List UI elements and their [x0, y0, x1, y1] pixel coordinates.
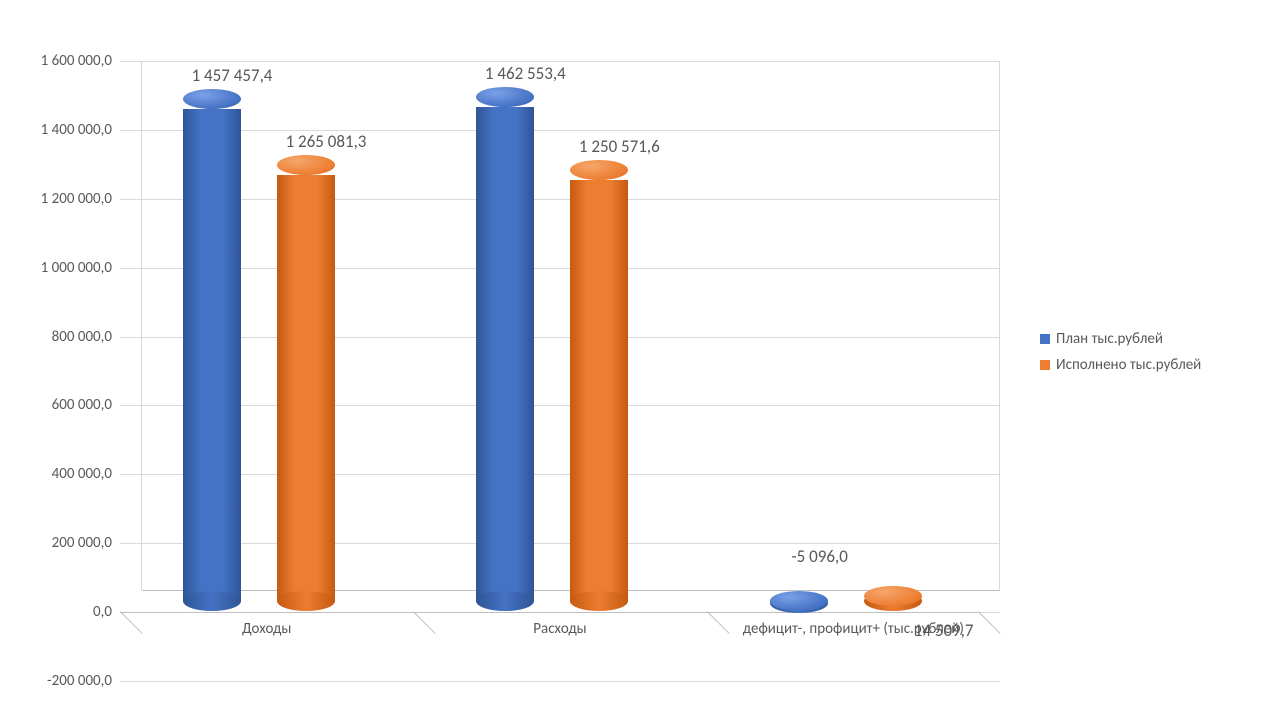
gridline: [120, 543, 1000, 544]
plot-area: -200 000,00,0200 000,0400 000,0600 000,0…: [120, 60, 1000, 681]
budget-cylinder-chart: -200 000,0 0,0 200 000,0 400 000,0 600 000,0…: [0, 0, 1280, 720]
bar-body: [476, 107, 534, 601]
bar-base-cap: [476, 591, 534, 611]
data-label-plan-deficit: -5 096,0: [730, 546, 910, 567]
bar-exec-income: [277, 165, 335, 601]
y-tick-label: 0,0: [93, 603, 120, 621]
data-label-plan-expense: 1 462 553,4: [436, 63, 614, 84]
y-tick-label: 800 000,0: [52, 328, 120, 346]
legend: План тыс.рублей Исполнено тыс.рублей: [1040, 330, 1201, 374]
y-tick-label: 1 400 000,0: [41, 121, 120, 139]
gridline: [120, 268, 1000, 269]
y-tick-label: 200 000,0: [52, 534, 120, 552]
bar-base-cap: [183, 591, 241, 611]
legend-label: Исполнено тыс.рублей: [1056, 356, 1201, 374]
bar-top-cap: [864, 586, 922, 606]
legend-label: План тыс.рублей: [1056, 330, 1163, 348]
wall-edge: [999, 61, 1000, 590]
gridline: [120, 199, 1000, 200]
bar-top-cap: [277, 155, 335, 175]
bar-top-cap: [770, 591, 828, 611]
bar-body: [277, 175, 335, 601]
wall-edge: [141, 61, 142, 590]
data-label-exec-deficit: 14 509,7: [854, 620, 1034, 641]
y-tick-label: 1 000 000,0: [41, 259, 120, 277]
bar-base-cap: [277, 591, 335, 611]
x-category-label: Расходы: [413, 620, 706, 638]
y-tick-label: 400 000,0: [52, 465, 120, 483]
y-tick-label: -200 000,0: [47, 672, 120, 690]
legend-item-plan: План тыс.рублей: [1040, 330, 1201, 348]
legend-swatch: [1040, 360, 1050, 370]
gridline: [120, 405, 1000, 406]
bar-plan-deficit: [770, 601, 828, 603]
data-label-exec-expense: 1 250 571,6: [530, 136, 708, 157]
x-category-label: Доходы: [120, 620, 413, 638]
bar-top-cap: [183, 89, 241, 109]
floor-front-edge: [120, 612, 978, 613]
bar-plan-income: [183, 99, 241, 601]
gridline: [120, 474, 1000, 475]
bar-plan-expense: [476, 97, 534, 601]
bar-base-cap: [570, 591, 628, 611]
bar-top-cap: [570, 160, 628, 180]
bar-exec-deficit: [864, 596, 922, 601]
bar-body: [570, 180, 628, 601]
data-label-exec-income: 1 265 081,3: [237, 131, 415, 152]
y-tick-label: 1 600 000,0: [41, 52, 120, 70]
bar-exec-expense: [570, 170, 628, 601]
gridline: [120, 337, 1000, 338]
bar-body: [183, 109, 241, 601]
bar-top-cap: [476, 87, 534, 107]
gridline: [120, 61, 1000, 62]
legend-item-exec: Исполнено тыс.рублей: [1040, 356, 1201, 374]
data-label-plan-income: 1 457 457,4: [143, 65, 321, 86]
y-tick-label: 1 200 000,0: [41, 190, 120, 208]
y-tick-label: 600 000,0: [52, 396, 120, 414]
gridline: [120, 681, 1000, 682]
legend-swatch: [1040, 334, 1050, 344]
